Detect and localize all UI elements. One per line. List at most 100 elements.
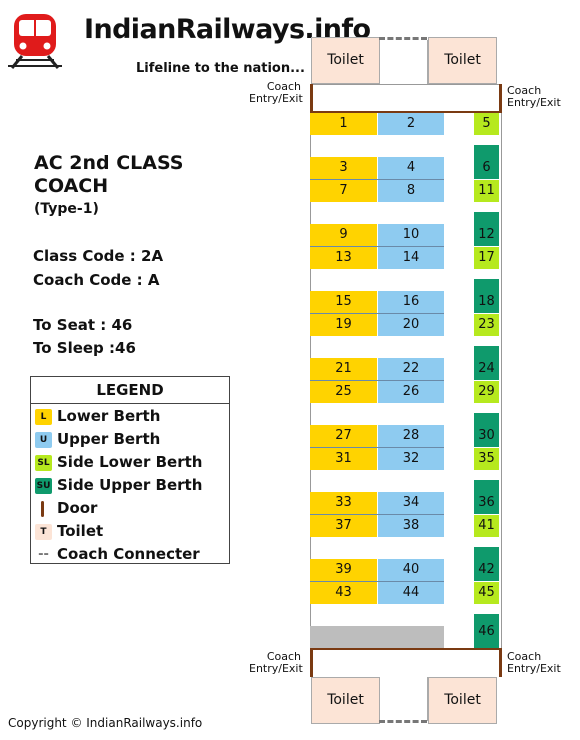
entry-label-top-left: Coach Entry/Exit (249, 81, 303, 105)
class-code: Class Code : 2A (33, 247, 164, 265)
upper-berth[interactable]: 44 (378, 582, 444, 604)
side-lower-berth[interactable]: 17 (474, 247, 499, 269)
legend-item-coach-connecter: -- Coach Connecter (35, 543, 227, 565)
upper-berth[interactable]: 28 (378, 425, 444, 447)
lower-berth[interactable]: 27 (310, 425, 377, 447)
lower-berth[interactable]: 13 (310, 247, 377, 269)
side-upper-berth[interactable]: 42 (474, 547, 499, 581)
legend-label: Side Upper Berth (57, 476, 203, 494)
legend-label: Upper Berth (57, 430, 161, 448)
lower-berth[interactable]: 31 (310, 448, 377, 470)
side-upper-berth[interactable]: 36 (474, 480, 499, 514)
to-seat: To Seat : 46 (33, 316, 133, 334)
legend-label: Side Lower Berth (57, 453, 203, 471)
upper-berth[interactable]: 32 (378, 448, 444, 470)
entry-label-bottom-right: Coach Entry/Exit (507, 651, 561, 675)
side-lower-berth[interactable]: 11 (474, 180, 499, 202)
upper-berth[interactable]: 2 (378, 113, 444, 135)
lower-berth-swatch: L (35, 409, 52, 425)
coach-connecter-top (379, 37, 427, 40)
lower-berth[interactable]: 43 (310, 582, 377, 604)
legend-item-side-lower-berth: SL Side Lower Berth (35, 451, 227, 473)
side-lower-berth[interactable]: 35 (474, 448, 499, 470)
lower-berth[interactable]: 25 (310, 381, 377, 403)
lower-berth[interactable]: 39 (310, 559, 377, 581)
coach-top-wall (310, 111, 502, 113)
entry-line1: Coach (507, 650, 542, 663)
tagline: Lifeline to the nation... (136, 61, 305, 76)
door-swatch-icon (41, 501, 44, 517)
upper-berth[interactable]: 20 (378, 314, 444, 336)
upper-berth[interactable]: 4 (378, 157, 444, 179)
side-lower-berth[interactable]: 29 (474, 381, 499, 403)
side-lower-berth[interactable]: 45 (474, 582, 499, 604)
door-top-right (499, 84, 502, 111)
bay-divider (310, 246, 444, 247)
entry-label-bottom-left: Coach Entry/Exit (249, 651, 303, 675)
side-lower-berth[interactable]: 23 (474, 314, 499, 336)
coach-type: (Type-1) (34, 201, 99, 217)
lower-berth[interactable]: 21 (310, 358, 377, 380)
upper-berth[interactable]: 38 (378, 515, 444, 537)
entry-label-top-right: Coach Entry/Exit (507, 85, 561, 109)
upper-berth[interactable]: 22 (378, 358, 444, 380)
side-upper-berth[interactable]: 12 (474, 212, 499, 246)
entry-line1: Coach (507, 84, 542, 97)
side-upper-berth[interactable]: 46 (474, 614, 499, 648)
toilet-top-left: Toilet (311, 37, 380, 84)
bay-divider (310, 313, 444, 314)
side-lower-berth[interactable]: 41 (474, 515, 499, 537)
lower-berth[interactable]: 1 (310, 113, 377, 135)
legend-item-toilet: T Toilet (35, 520, 227, 542)
upper-berth[interactable]: 8 (378, 180, 444, 202)
upper-berth[interactable]: 34 (378, 492, 444, 514)
bay-divider (310, 581, 444, 582)
lower-berth[interactable]: 15 (310, 291, 377, 313)
legend: LEGEND L Lower Berth U Upper Berth SL Si… (30, 376, 230, 564)
coach-title-line1: AC 2nd CLASS (34, 152, 184, 174)
entry-line2: Entry/Exit (249, 92, 303, 105)
bay-divider (310, 514, 444, 515)
coach-bottom-wall (310, 648, 502, 650)
upper-berth[interactable]: 10 (378, 224, 444, 246)
lower-berth[interactable]: 19 (310, 314, 377, 336)
door-bottom-left (310, 650, 313, 677)
vestibule-left-wall (379, 40, 380, 84)
lower-berth[interactable]: 37 (310, 515, 377, 537)
side-upper-berth[interactable]: 24 (474, 346, 499, 380)
door-bottom-right (499, 650, 502, 677)
to-sleep: To Sleep :46 (33, 339, 136, 357)
side-lower-berth[interactable]: 5 (474, 113, 499, 135)
coach-title: AC 2nd CLASS COACH (34, 152, 234, 198)
upper-berth-swatch: U (35, 432, 52, 448)
entry-line2: Entry/Exit (507, 96, 561, 109)
toilet-bottom-left: Toilet (311, 677, 380, 724)
lower-berth[interactable]: 7 (310, 180, 377, 202)
toilet-swatch: T (35, 524, 52, 540)
upper-berth[interactable]: 26 (378, 381, 444, 403)
legend-item-upper-berth: U Upper Berth (35, 428, 227, 450)
side-upper-berth[interactable]: 30 (474, 413, 499, 447)
lower-berth[interactable]: 9 (310, 224, 377, 246)
side-upper-berth[interactable]: 18 (474, 279, 499, 313)
upper-berth[interactable]: 40 (378, 559, 444, 581)
train-logo-icon (8, 10, 62, 72)
vestibule-right-wall (427, 40, 428, 84)
upper-berth[interactable]: 16 (378, 291, 444, 313)
side-upper-berth[interactable]: 6 (474, 145, 499, 179)
entry-line2: Entry/Exit (507, 662, 561, 675)
pantry-block (310, 626, 444, 648)
coach-code: Coach Code : A (33, 271, 160, 289)
legend-label: Coach Connecter (57, 545, 200, 563)
legend-item-side-upper-berth: SU Side Upper Berth (35, 474, 227, 496)
legend-label: Lower Berth (57, 407, 161, 425)
vestibule-right-wall (427, 677, 428, 721)
lower-berth[interactable]: 3 (310, 157, 377, 179)
legend-item-door: Door (35, 497, 227, 519)
toilet-top-right: Toilet (428, 37, 497, 84)
lower-berth[interactable]: 33 (310, 492, 377, 514)
upper-berth[interactable]: 14 (378, 247, 444, 269)
bay-divider (310, 380, 444, 381)
legend-title: LEGEND (31, 377, 229, 404)
bay-divider (310, 179, 444, 180)
